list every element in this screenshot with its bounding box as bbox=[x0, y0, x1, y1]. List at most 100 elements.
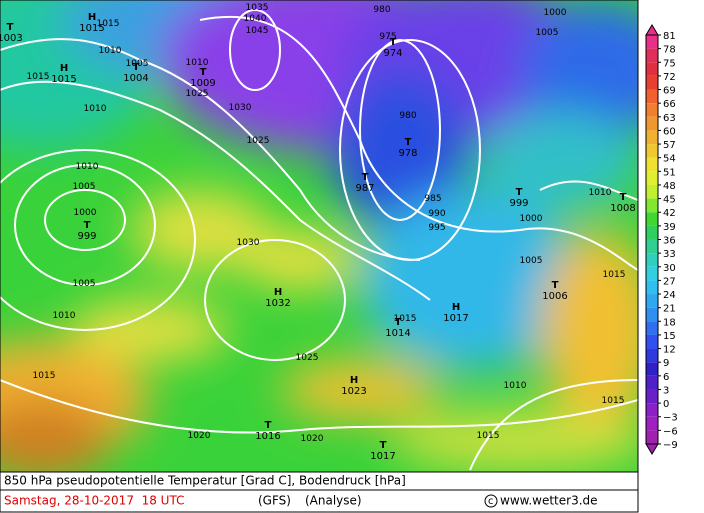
colorbar-tick-label: −6 bbox=[663, 426, 678, 437]
pressure-center-value: 999 bbox=[77, 231, 96, 242]
pressure-center-value: 1004 bbox=[123, 73, 148, 84]
isobar-label: 985 bbox=[424, 194, 441, 204]
colorbar-tick-label: 6 bbox=[663, 372, 669, 383]
pressure-center-letter: H bbox=[350, 375, 358, 386]
pressure-center-letter: H bbox=[274, 287, 282, 298]
pressure-center-value: 1006 bbox=[542, 291, 567, 302]
colorbar-segment bbox=[646, 35, 658, 49]
isobar-label: 980 bbox=[373, 5, 390, 15]
pressure-center-letter: T bbox=[133, 62, 140, 73]
isobar-label: 1015 bbox=[33, 371, 56, 381]
colorbar-tick-label: 63 bbox=[663, 113, 676, 124]
colorbar-segment bbox=[646, 253, 658, 267]
pressure-center-letter: T bbox=[7, 22, 14, 33]
colorbar-segment bbox=[646, 348, 658, 363]
isobar-label: 1045 bbox=[246, 26, 269, 36]
colorbar-tick-label: 27 bbox=[663, 276, 676, 287]
colorbar-segment bbox=[646, 103, 658, 117]
isobar-label: 1015 bbox=[394, 314, 417, 324]
colorbar-tick-label: 54 bbox=[663, 154, 676, 165]
colorbar-segment bbox=[646, 89, 658, 104]
pressure-center-letter: T bbox=[200, 67, 207, 78]
pressure-center-value: 987 bbox=[355, 183, 374, 194]
isobar-label: 1020 bbox=[301, 434, 324, 444]
model: (GFS) bbox=[258, 494, 291, 508]
isobar-label: 1005 bbox=[73, 279, 96, 289]
colorbar-tick-label: 75 bbox=[663, 58, 676, 69]
isobar-label: 1025 bbox=[247, 136, 270, 146]
pressure-center-value: 1023 bbox=[341, 386, 366, 397]
colorbar-segment bbox=[646, 334, 658, 349]
caption: 850 hPa pseudopotentielle Temperatur [Gr… bbox=[4, 474, 406, 488]
isobar-label: 995 bbox=[428, 223, 445, 233]
colorbar-tick-label: 60 bbox=[663, 126, 676, 137]
colorbar-segment bbox=[646, 157, 658, 172]
pressure-center-value: 1015 bbox=[51, 74, 76, 85]
isobar-label: 1040 bbox=[244, 14, 267, 24]
colorbar-segment bbox=[646, 48, 658, 63]
isobar-label: 1025 bbox=[186, 89, 209, 99]
isobar-label: 1015 bbox=[603, 270, 626, 280]
colorbar-tick-label: 0 bbox=[663, 399, 669, 410]
copyright-icon: c bbox=[488, 496, 494, 507]
source: www.wetter3.de bbox=[500, 494, 598, 508]
colorbar-segment bbox=[646, 198, 658, 213]
pressure-center-letter: T bbox=[380, 440, 387, 451]
colorbar-segment bbox=[646, 239, 658, 254]
colorbar-frame bbox=[645, 34, 659, 445]
colorbar-segment bbox=[646, 362, 658, 376]
colorbar-tick-label: 51 bbox=[663, 167, 676, 178]
colorbar-tick-label: 33 bbox=[663, 249, 676, 260]
pressure-center-letter: T bbox=[265, 420, 272, 431]
colorbar-tick-label: 21 bbox=[663, 304, 676, 315]
isobar-label: 1030 bbox=[229, 103, 252, 113]
colorbar-segment bbox=[646, 62, 658, 76]
pressure-center-value: 1008 bbox=[610, 203, 635, 214]
isobar-label: 1015 bbox=[602, 396, 625, 406]
analysis: (Analyse) bbox=[305, 494, 362, 508]
colorbar-tick-label: 30 bbox=[663, 263, 676, 274]
isobar-label: 1005 bbox=[536, 28, 559, 38]
isobar-label: 1010 bbox=[53, 311, 76, 321]
isobar-label: 1020 bbox=[188, 431, 211, 441]
pressure-center-value: 1003 bbox=[0, 33, 23, 44]
isobar-label: 1005 bbox=[73, 182, 96, 192]
colorbar-tick-label: 3 bbox=[663, 385, 669, 396]
colorbar-segment bbox=[646, 294, 658, 308]
isobars bbox=[0, 9, 638, 471]
pressure-center-letter: T bbox=[395, 317, 402, 328]
temperature-field bbox=[0, 0, 638, 472]
pressure-center-letter: H bbox=[452, 302, 460, 313]
pressure-center-letter: T bbox=[552, 280, 559, 291]
isobar-label: 975 bbox=[379, 32, 396, 42]
colorbar-segment bbox=[646, 266, 658, 281]
isobar-label: 1000 bbox=[520, 214, 543, 224]
pressure-center-value: 1017 bbox=[370, 451, 395, 462]
pressure-center-letter: T bbox=[362, 172, 369, 183]
colorbar-segment bbox=[646, 144, 658, 158]
colorbar-segment bbox=[646, 280, 658, 295]
pressure-center-value: 1017 bbox=[443, 313, 468, 324]
colorbar-segment bbox=[646, 389, 658, 404]
colorbar-segment bbox=[646, 225, 658, 240]
colorbar-top-arrow bbox=[645, 24, 659, 36]
isobar-label: 1025 bbox=[296, 353, 319, 363]
date: Samstag, 28-10-2017 18 UTC bbox=[4, 494, 184, 508]
isobar-label: 1010 bbox=[99, 46, 122, 56]
pressure-center-letter: H bbox=[60, 63, 68, 74]
pressure-center-letter: T bbox=[405, 137, 412, 148]
isobar-label: 1015 bbox=[97, 19, 120, 29]
pressure-center-value: 1014 bbox=[385, 328, 410, 339]
colorbar-tick-label: 15 bbox=[663, 331, 676, 342]
pressure-center-letter: T bbox=[620, 192, 627, 203]
colorbar-segment bbox=[646, 212, 658, 226]
colorbar-segment bbox=[646, 116, 658, 131]
pressure-center-value: 1015 bbox=[79, 23, 104, 34]
colorbar-tick-label: 42 bbox=[663, 208, 676, 219]
colorbar-segment bbox=[646, 171, 658, 185]
colorbar-tick-label: 45 bbox=[663, 195, 676, 206]
isobar-label: 1010 bbox=[589, 188, 612, 198]
isobar-label: 990 bbox=[428, 209, 445, 219]
colorbar-tick-label: 72 bbox=[663, 72, 676, 83]
